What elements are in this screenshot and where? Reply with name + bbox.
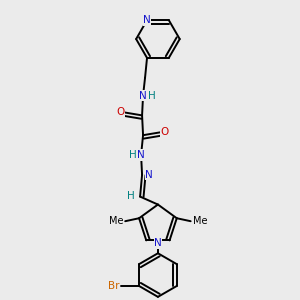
- Text: Me: Me: [109, 216, 123, 226]
- Text: N: N: [139, 91, 147, 100]
- Text: O: O: [161, 127, 169, 137]
- Text: N: N: [143, 15, 151, 25]
- Text: O: O: [116, 107, 124, 117]
- Text: H: H: [129, 150, 137, 160]
- Text: N: N: [145, 170, 153, 180]
- Text: N: N: [137, 150, 145, 160]
- Text: Br: Br: [108, 281, 119, 291]
- Text: N: N: [154, 238, 162, 248]
- Text: Me: Me: [193, 216, 207, 226]
- Text: H: H: [148, 91, 156, 100]
- Text: H: H: [127, 190, 135, 201]
